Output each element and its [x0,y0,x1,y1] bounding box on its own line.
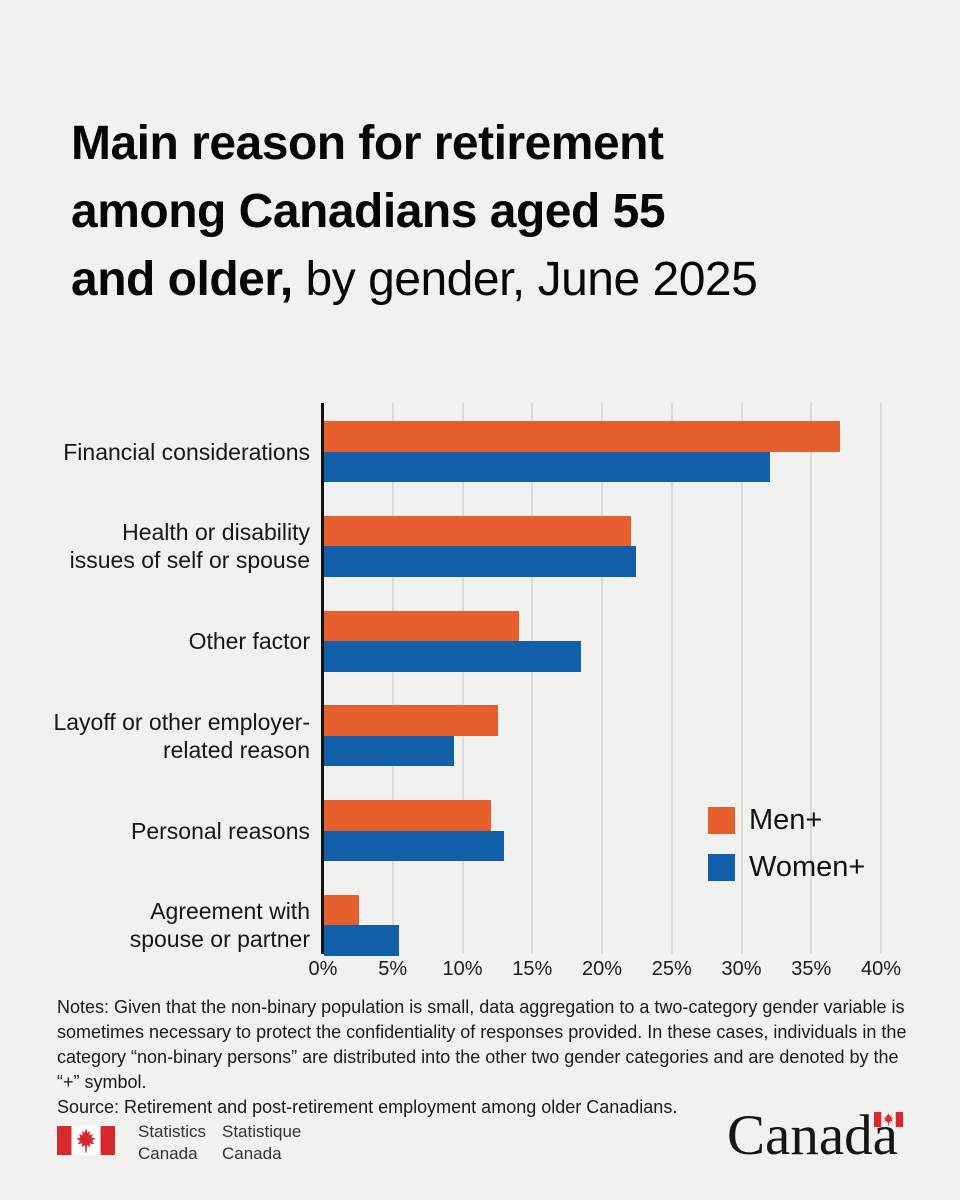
gridline-15% [531,403,534,954]
legend-swatch-Menplus [708,806,735,834]
x-tick-15%: 15% [512,958,553,980]
statistics-canada-label-en: Statistics Canada [138,1122,207,1163]
bar-Menplus-row3 [324,610,520,641]
notes-and-source: Notes: Given that the non-binary populat… [57,997,907,1117]
bar-Womenplus-row2 [324,546,637,577]
page-title: Main reason for retirement among Canadia… [71,110,943,314]
x-tick-25%: 25% [651,958,692,980]
category-label: Personal reasons [131,817,310,844]
bar-Menplus-row5 [324,800,492,831]
legend-label: Women+ [749,850,866,883]
x-tick-0%: 0% [308,958,338,980]
x-tick-10%: 10% [442,958,483,980]
legend-label: Men+ [749,803,823,836]
legend-item-Womenplus: Women+ [708,850,866,883]
bar-Womenplus-row6 [324,925,400,956]
x-tick-20%: 20% [581,958,623,980]
legend-swatch-Womenplus [708,853,735,881]
x-tick-40%: 40% [860,958,902,980]
bar-Womenplus-row1 [324,451,771,482]
bar-Menplus-row4 [324,705,499,736]
legend-item-Menplus: Men+ [708,803,823,836]
canada-flag-icon [57,1126,115,1155]
gridline-40% [880,403,882,954]
x-tick-5%: 5% [378,958,408,980]
title-main: Main reason for retirement among Canadia… [71,117,666,306]
canada-wordmark-flag-icon [874,1112,903,1127]
x-tick-30%: 30% [721,958,762,980]
canada-wordmark: Canada [727,1104,898,1167]
y-axis-line [321,403,324,954]
bar-Womenplus-row4 [324,735,454,767]
title-subtitle: by gender, June 2025 [292,253,758,306]
category-label: Financial considerations [63,438,310,465]
gridline-35% [810,403,813,954]
bar-Womenplus-row5 [324,830,504,861]
bar-Menplus-row6 [324,894,359,926]
bar-Menplus-row1 [324,421,841,452]
category-label: Other factor [188,628,310,654]
gridline-5% [391,403,394,954]
gridline-10% [461,403,464,954]
gridline-30% [740,403,743,954]
category-label: Layoff or other employer- related reason [53,708,310,763]
gridline-25% [670,403,673,954]
category-label: Agreement with spouse or partner [129,898,310,953]
gridline-20% [601,403,603,954]
statistics-canada-label-fr: Statistique Canada [222,1122,302,1163]
x-tick-35%: 35% [791,958,832,980]
category-label: Health or disability issues of self or s… [69,519,310,574]
bar-Menplus-row2 [324,515,631,547]
bar-Womenplus-row3 [324,641,581,672]
